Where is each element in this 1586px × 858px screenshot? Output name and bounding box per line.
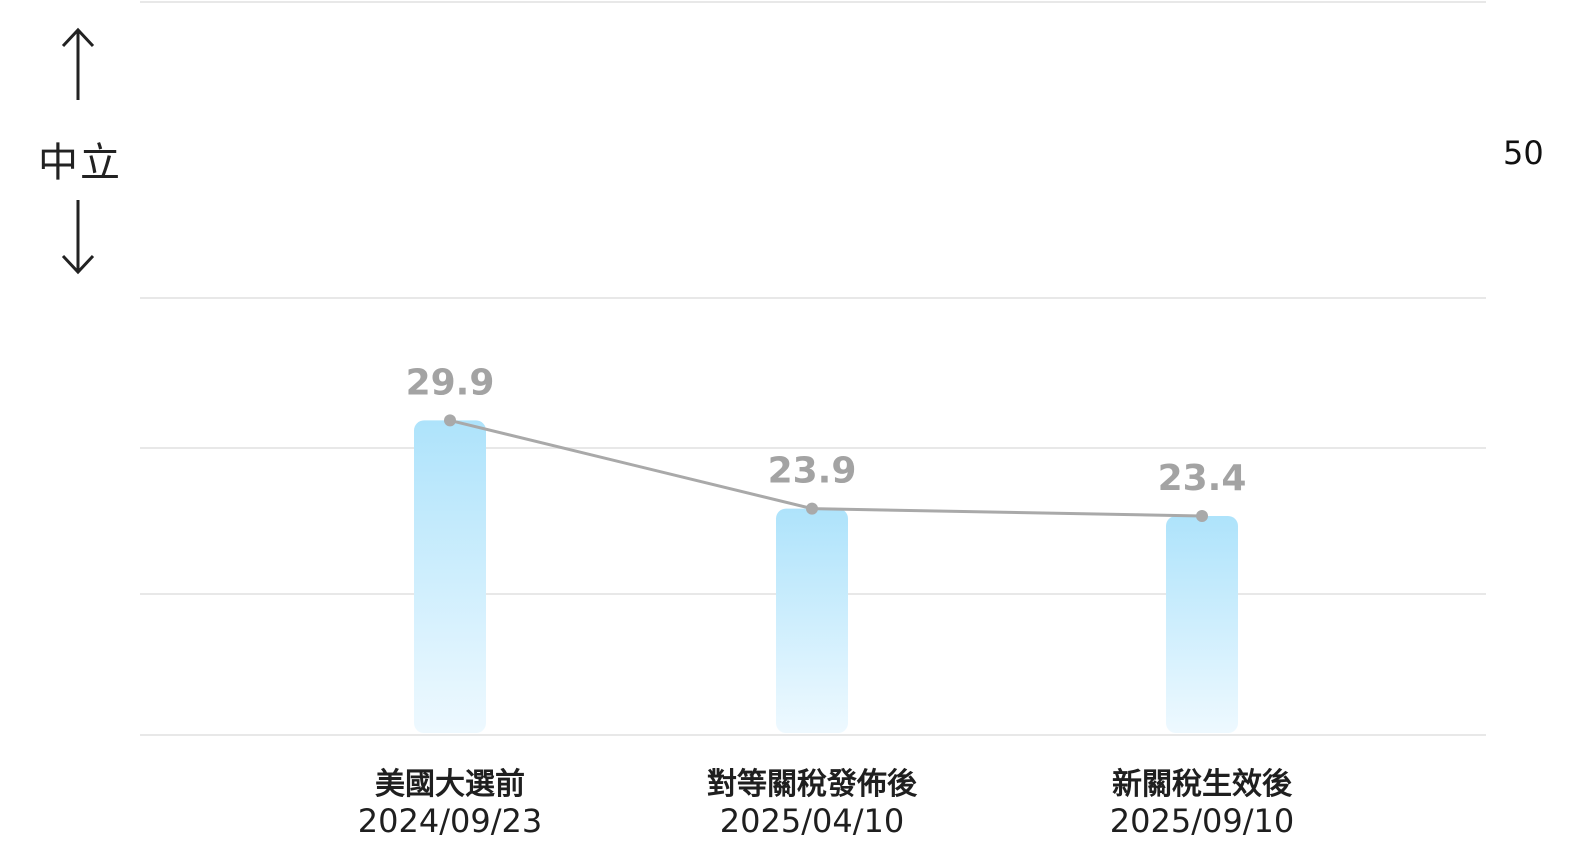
- data-labels: 29.9 23.9 23.4: [406, 362, 1247, 499]
- down-arrow-head: [61, 254, 95, 275]
- category-label: 美國大選前: [375, 767, 525, 802]
- date-label: 2024/09/23: [358, 802, 542, 840]
- bars: [414, 420, 1238, 733]
- bar: [776, 508, 848, 733]
- data-point: [806, 502, 818, 515]
- grid-lines: [140, 1, 1486, 736]
- data-label: 23.4: [1158, 458, 1247, 499]
- category-label: 對等關稅發佈後: [707, 767, 918, 802]
- bar: [1166, 515, 1238, 733]
- date-label: 2025/09/10: [1110, 802, 1294, 840]
- category-label: 新關稅生效後: [1112, 767, 1293, 802]
- up-arrow-head: [61, 27, 95, 48]
- data-point: [444, 414, 456, 427]
- data-label: 29.9: [406, 362, 495, 403]
- trend-line: [444, 414, 1208, 522]
- date-label: 2025/04/10: [720, 802, 904, 840]
- neutral-indicator: [61, 27, 95, 275]
- data-label: 23.9: [768, 451, 857, 492]
- data-point: [1196, 509, 1208, 522]
- reference-value-label: 50: [1503, 134, 1544, 172]
- neutral-label: 中立: [38, 140, 122, 186]
- bar: [414, 420, 486, 733]
